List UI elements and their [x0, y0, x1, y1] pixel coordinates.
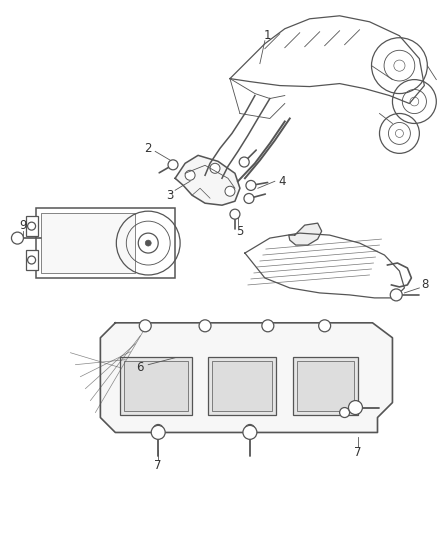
Circle shape: [339, 408, 350, 417]
Text: 7: 7: [354, 446, 361, 459]
Bar: [25, 250, 38, 270]
Circle shape: [11, 232, 23, 244]
Text: 9: 9: [19, 219, 26, 232]
Circle shape: [225, 186, 235, 196]
Circle shape: [349, 401, 362, 415]
Circle shape: [153, 424, 163, 434]
Text: 1: 1: [264, 29, 272, 42]
Circle shape: [145, 240, 151, 246]
Circle shape: [246, 181, 256, 190]
Circle shape: [390, 289, 402, 301]
Text: 3: 3: [166, 189, 174, 201]
Circle shape: [199, 320, 211, 332]
Text: 5: 5: [236, 224, 244, 238]
Text: 8: 8: [422, 278, 429, 292]
Text: 4: 4: [278, 175, 286, 188]
Text: 7: 7: [155, 459, 162, 472]
Bar: [208, 357, 276, 415]
Circle shape: [243, 425, 257, 439]
Circle shape: [230, 209, 240, 219]
Polygon shape: [175, 155, 240, 205]
Polygon shape: [100, 323, 392, 432]
Circle shape: [319, 320, 331, 332]
Circle shape: [185, 171, 195, 180]
Circle shape: [151, 425, 165, 439]
Bar: [25, 216, 38, 236]
Circle shape: [244, 193, 254, 204]
Circle shape: [239, 157, 249, 167]
Circle shape: [139, 320, 151, 332]
Bar: [293, 357, 357, 415]
Polygon shape: [289, 223, 321, 245]
Circle shape: [168, 160, 178, 170]
Text: 6: 6: [137, 361, 144, 374]
Text: 2: 2: [145, 142, 152, 155]
Bar: [212, 361, 272, 410]
Bar: [35, 208, 175, 278]
Circle shape: [210, 163, 220, 173]
Circle shape: [262, 320, 274, 332]
Bar: [124, 361, 188, 410]
Circle shape: [245, 424, 255, 434]
Bar: [297, 361, 353, 410]
Bar: [41, 213, 135, 273]
Bar: [120, 357, 192, 415]
